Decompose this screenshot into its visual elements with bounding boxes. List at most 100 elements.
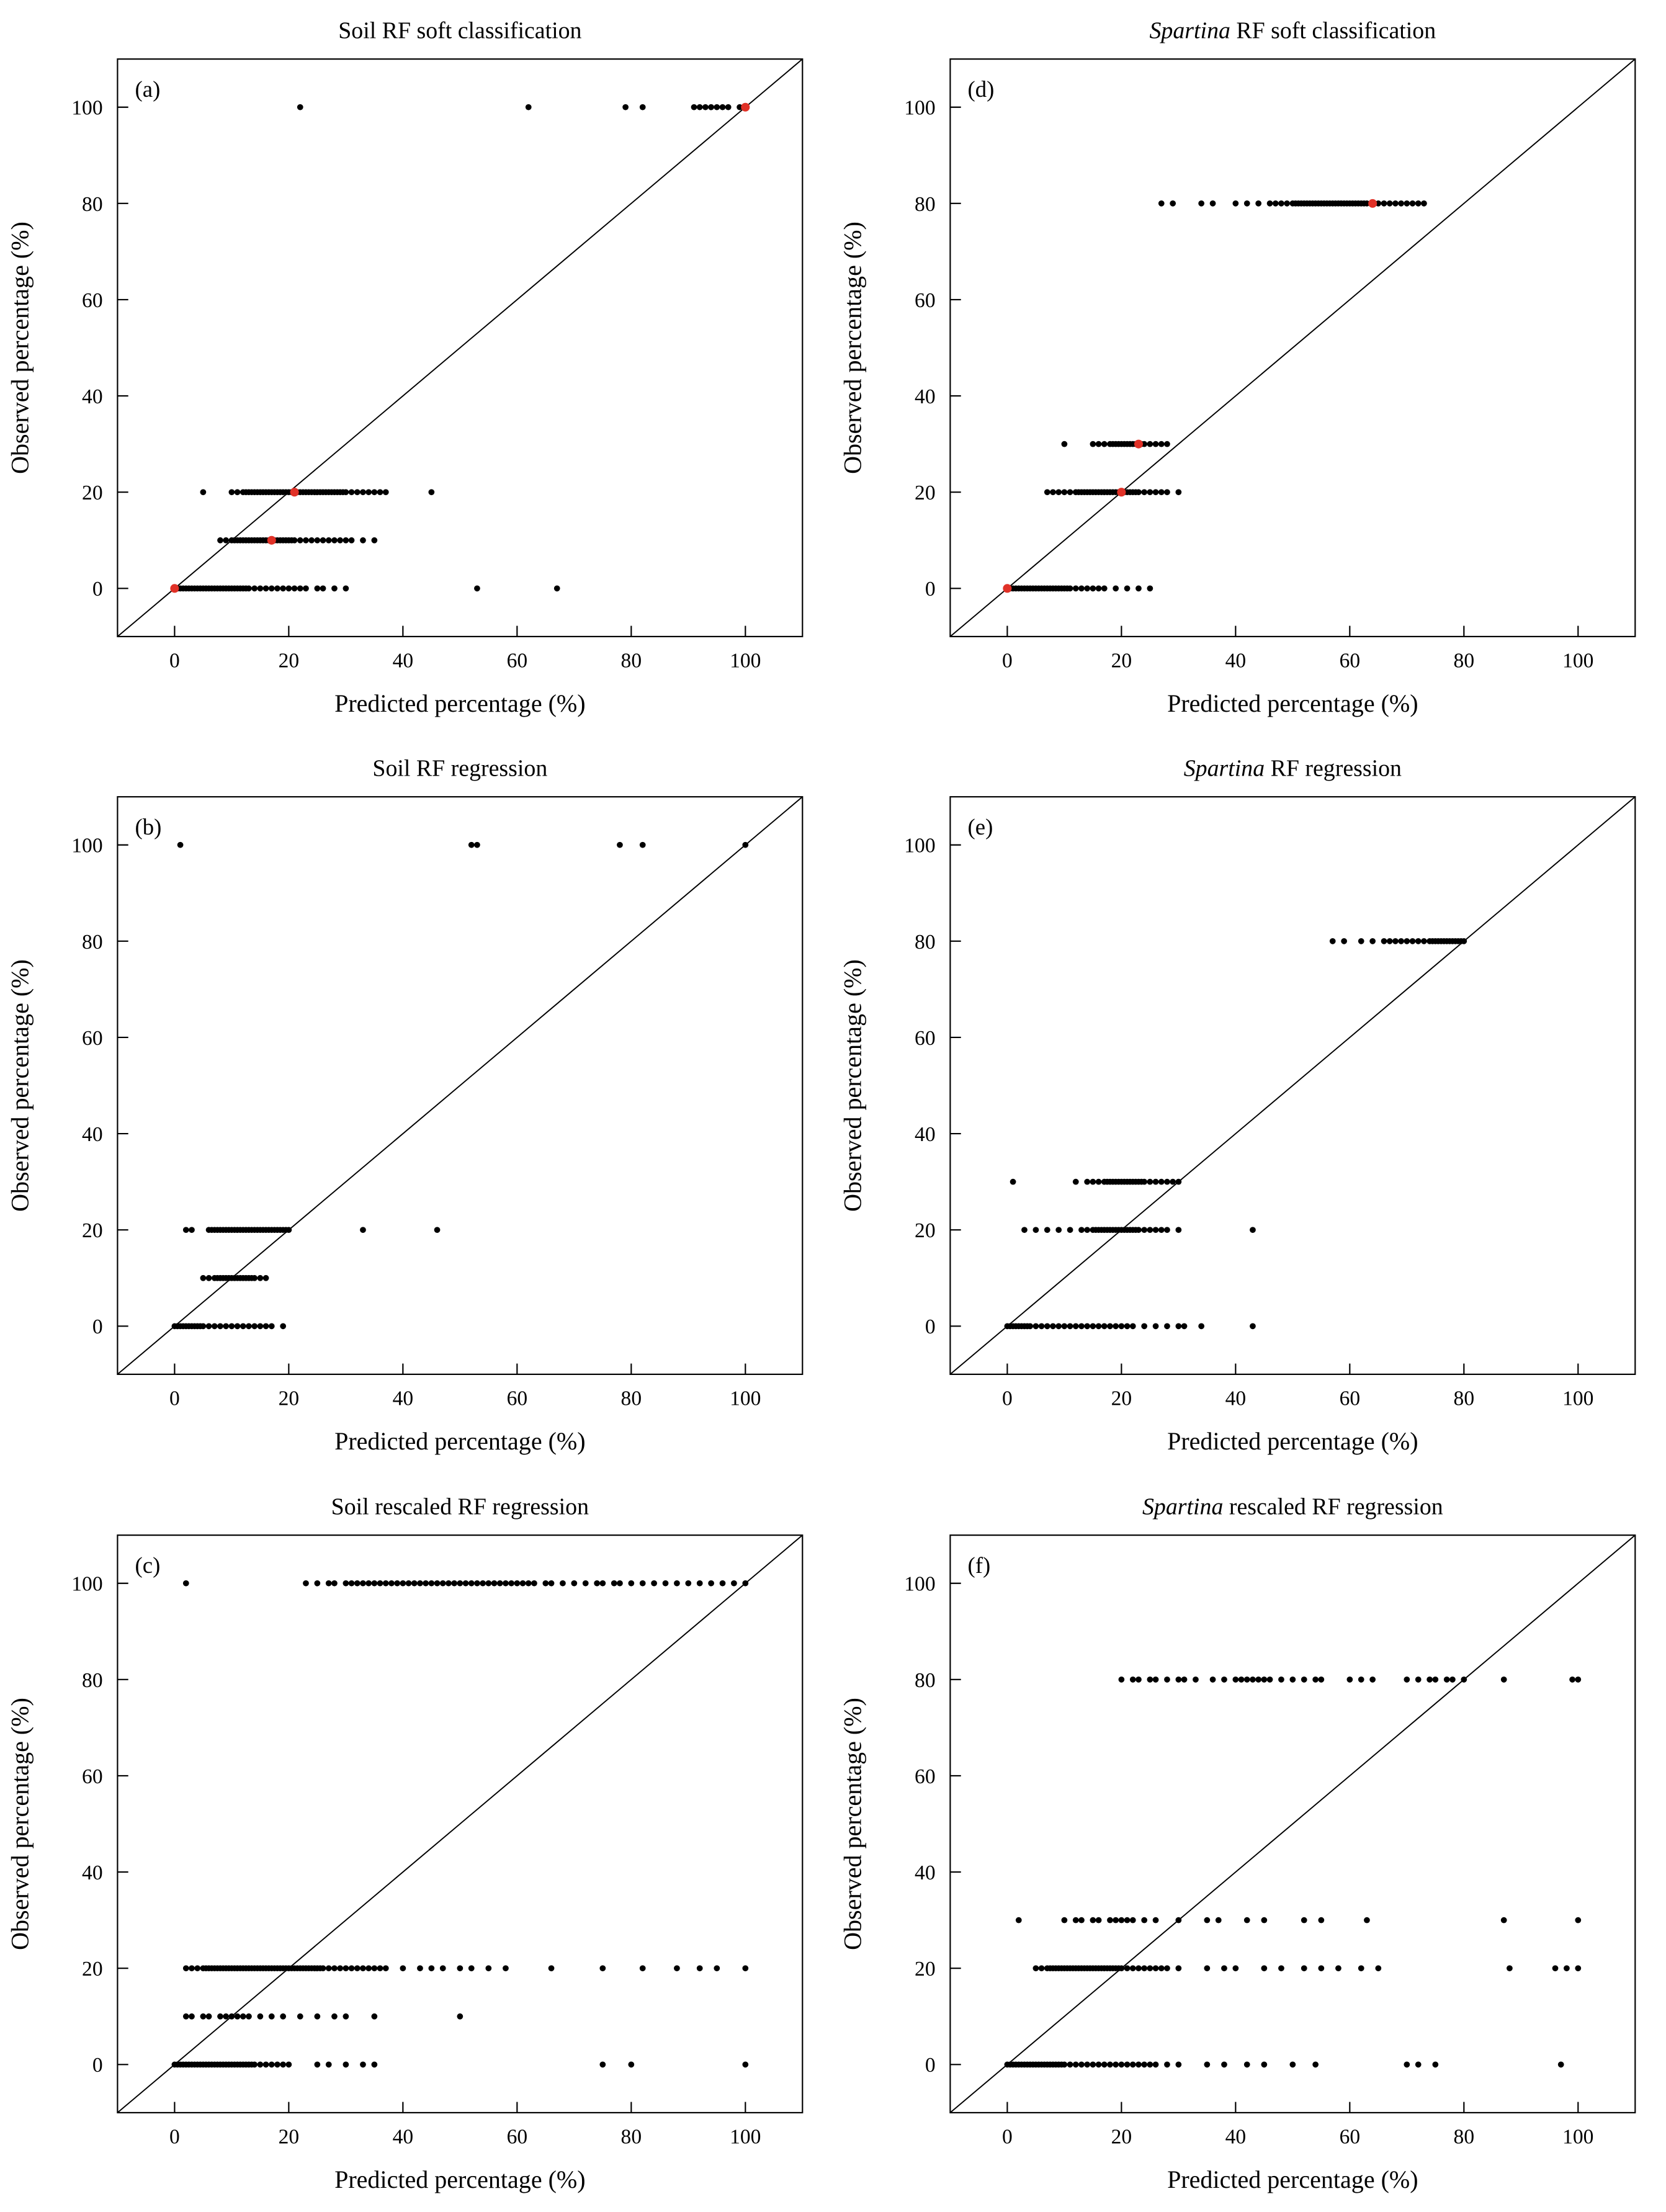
- data-point: [1072, 1179, 1079, 1185]
- data-point: [1021, 1227, 1028, 1234]
- plot-frame: [949, 58, 1636, 637]
- data-point: [1375, 200, 1382, 207]
- data-point: [194, 1965, 201, 1971]
- data-point: [343, 537, 349, 544]
- data-point: [639, 1965, 646, 1971]
- data-point: [1044, 489, 1050, 496]
- data-point: [325, 1965, 332, 1971]
- data-point: [371, 537, 378, 544]
- data-point: [1032, 1323, 1039, 1330]
- data-point: [1238, 1676, 1245, 1683]
- data-point: [182, 1580, 189, 1587]
- data-point: [503, 1580, 509, 1587]
- data-point: [1107, 2061, 1113, 2068]
- y-tick-label: 40: [915, 1861, 936, 1884]
- data-point: [674, 1965, 680, 1971]
- y-tick-label: 0: [92, 578, 103, 601]
- data-point: [1050, 1323, 1056, 1330]
- data-point: [1061, 2061, 1068, 2068]
- data-point: [1164, 2061, 1170, 2068]
- data-point: [1250, 1676, 1256, 1683]
- data-point: [696, 1965, 703, 1971]
- data-point: [1055, 1227, 1062, 1234]
- y-tick-label: 20: [915, 1220, 936, 1243]
- data-point: [651, 1580, 657, 1587]
- data-point: [628, 1580, 635, 1587]
- data-point: [320, 585, 326, 592]
- data-point: [234, 1323, 241, 1330]
- data-point: [1250, 1323, 1256, 1330]
- data-point: [1107, 1917, 1113, 1923]
- data-point: [257, 1323, 264, 1330]
- y-tick-label: 80: [915, 931, 936, 954]
- data-point: [1301, 1676, 1307, 1683]
- data-point: [1124, 1917, 1131, 1923]
- data-point: [1301, 1917, 1307, 1923]
- data-point: [1113, 1917, 1119, 1923]
- data-point: [1061, 441, 1068, 447]
- data-point: [240, 1323, 246, 1330]
- data-point: [354, 1965, 361, 1971]
- data-point: [1289, 2061, 1296, 2068]
- data-point: [1415, 200, 1422, 207]
- data-point: [1147, 1227, 1153, 1234]
- data-point: [1050, 489, 1056, 496]
- data-point: [1129, 1323, 1136, 1330]
- data-point: [1118, 1323, 1125, 1330]
- data-point: [189, 2013, 195, 2020]
- scatter-plot: Spartina RF regression 0 0 20 20 40 40 60 60 80 80…: [838, 756, 1636, 1456]
- data-point: [1404, 938, 1410, 945]
- scatter-plot: Soil RF soft classification 0 0 20 20 40 40 60 6…: [6, 18, 804, 717]
- chart-panel-a: Soil RF soft classification 0 0 20 20 40 40 60 6…: [0, 9, 833, 730]
- data-point: [314, 2061, 321, 2068]
- soil-soft-highlights: [170, 102, 750, 593]
- data-point: [331, 585, 338, 592]
- data-point: [200, 1323, 207, 1330]
- data-point: [223, 537, 230, 544]
- data-point: [1569, 1676, 1575, 1683]
- data-point: [639, 842, 646, 849]
- plot-frame: [949, 1534, 1636, 2113]
- one-to-one-line: [117, 58, 803, 637]
- data-point: [1261, 1676, 1268, 1683]
- data-point: [1003, 584, 1012, 593]
- data-point: [1358, 1965, 1364, 1971]
- data-point: [702, 104, 709, 110]
- data-point: [1175, 489, 1182, 496]
- data-point: [1266, 200, 1273, 207]
- data-point: [1152, 489, 1159, 496]
- data-point: [205, 1323, 212, 1330]
- x-axis-label: Predicted percentage (%): [1167, 689, 1418, 717]
- data-point: [1164, 1676, 1170, 1683]
- data-point: [1415, 938, 1422, 945]
- data-point: [1078, 585, 1085, 592]
- x-axis-label: Predicted percentage (%): [1167, 2165, 1418, 2193]
- x-tick-label: 20: [1111, 650, 1132, 673]
- data-point: [200, 489, 207, 496]
- data-point: [719, 104, 726, 110]
- y-tick-label: 100: [71, 1572, 102, 1595]
- data-point: [1141, 441, 1148, 447]
- data-point: [371, 1580, 378, 1587]
- x-tick-label: 60: [1340, 650, 1361, 673]
- data-point: [474, 1580, 480, 1587]
- x-tick-label: 100: [730, 650, 761, 673]
- data-point: [371, 489, 378, 496]
- data-point: [1575, 1917, 1582, 1923]
- data-point: [314, 537, 321, 544]
- x-tick-label: 100: [1562, 1387, 1593, 1410]
- data-point: [228, 489, 235, 496]
- data-point: [1129, 2061, 1136, 2068]
- data-point: [1175, 1227, 1182, 1234]
- soil-regression-samples: [171, 842, 749, 1330]
- data-point: [320, 537, 326, 544]
- data-point: [1090, 1917, 1096, 1923]
- data-point: [290, 488, 299, 497]
- data-point: [1141, 1179, 1148, 1185]
- data-point: [1170, 200, 1176, 207]
- y-tick-label: 60: [82, 289, 103, 312]
- data-point: [525, 1580, 532, 1587]
- data-point: [1134, 439, 1144, 449]
- data-point: [553, 585, 560, 592]
- data-point: [1135, 1676, 1142, 1683]
